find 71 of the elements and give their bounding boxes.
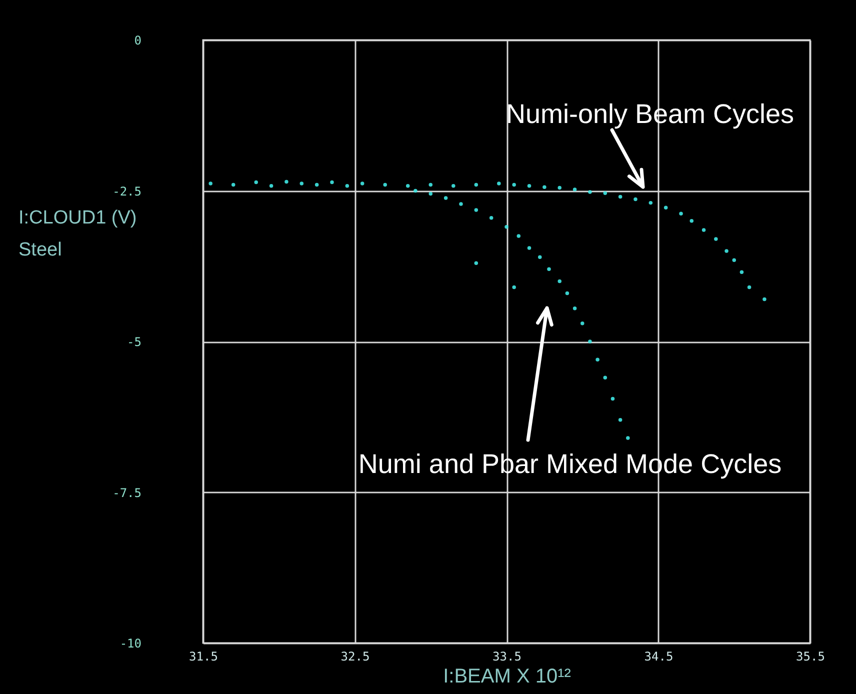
y-tick-label: -7.5 [112, 486, 142, 500]
point [547, 267, 551, 272]
point [474, 261, 478, 265]
point [527, 246, 532, 250]
point [527, 184, 532, 188]
point [558, 186, 562, 190]
point [208, 182, 212, 186]
point [360, 182, 364, 186]
point [516, 234, 521, 238]
point [610, 396, 615, 401]
point [596, 358, 600, 362]
x-tick-label: 34.5 [644, 650, 674, 664]
point [588, 340, 592, 344]
point [603, 376, 608, 380]
point [452, 184, 456, 188]
point [428, 182, 432, 187]
point [474, 182, 478, 187]
point [542, 185, 546, 189]
point [269, 184, 274, 188]
point [406, 184, 410, 188]
point [588, 190, 592, 194]
point [664, 206, 668, 210]
point [330, 180, 334, 184]
point [648, 200, 653, 205]
point [231, 182, 236, 187]
x-tick-label: 33.5 [492, 650, 522, 664]
point [618, 418, 622, 422]
point [634, 197, 638, 202]
point [314, 182, 319, 187]
point [428, 192, 432, 196]
point [254, 180, 258, 184]
y-tick-label: 0 [134, 34, 142, 48]
point [489, 216, 494, 220]
point [459, 202, 463, 206]
point [383, 182, 387, 187]
point [690, 219, 694, 223]
point [572, 306, 577, 310]
y-tick-label: -2.5 [112, 184, 142, 198]
point [702, 228, 706, 232]
point [444, 196, 448, 200]
point [474, 208, 478, 212]
point [740, 270, 744, 274]
point [538, 255, 542, 259]
x-tick-label: 35.5 [796, 650, 825, 664]
point [762, 297, 766, 302]
point [679, 212, 683, 216]
point [618, 194, 622, 199]
point [414, 188, 418, 193]
point [565, 291, 570, 296]
point [300, 182, 304, 186]
point [724, 249, 728, 253]
point [732, 258, 736, 262]
point [603, 191, 608, 196]
x-axis-title: I:BEAM X 10¹² [443, 666, 572, 688]
point [580, 322, 584, 326]
point [284, 180, 288, 184]
point [747, 285, 752, 290]
y-axis-title: I:CLOUD1 (V) Steel [18, 208, 137, 260]
y-tick-label: -5 [127, 335, 142, 349]
point [558, 279, 562, 284]
point [345, 184, 350, 188]
y-tick-label: -10 [120, 636, 142, 650]
x-tick-label: 32.5 [340, 650, 370, 664]
point [497, 182, 501, 186]
point [512, 285, 516, 290]
point [626, 436, 630, 440]
point [714, 237, 718, 241]
point [572, 188, 577, 192]
point [504, 225, 508, 229]
point [512, 182, 516, 187]
x-tick-label: 31.5 [189, 650, 218, 664]
